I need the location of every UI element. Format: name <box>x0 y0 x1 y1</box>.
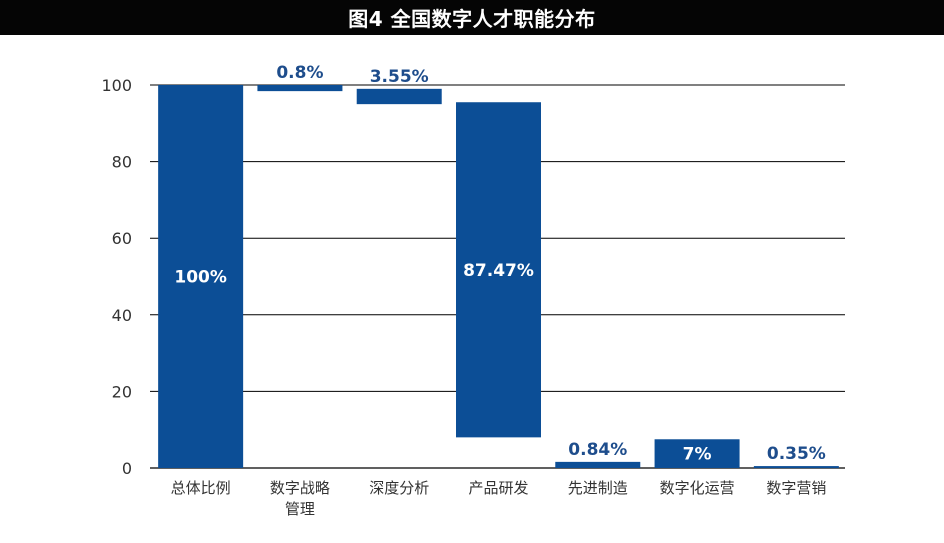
bar <box>158 85 244 468</box>
chart-title: 图4 全国数字人才职能分布 <box>0 0 944 35</box>
x-tick-label: 管理 <box>285 500 315 518</box>
bar <box>753 466 839 469</box>
y-tick-label: 40 <box>112 306 132 325</box>
bar <box>654 439 740 468</box>
y-tick-label: 20 <box>112 382 132 401</box>
y-tick-label: 0 <box>122 459 132 478</box>
waterfall-chart: 0 20 40 60 80 100 100% 0.8% 3.55% 87.47% 0.84% 7% 0.… <box>101 63 845 518</box>
y-tick-label: 100 <box>101 76 132 95</box>
data-label: 87.47% <box>463 261 534 281</box>
x-tick-label: 先进制造 <box>568 479 628 497</box>
bar <box>356 88 442 105</box>
y-tick-label: 80 <box>112 153 132 172</box>
x-tick-label: 总体比例 <box>171 479 231 497</box>
x-tick-label: 数字营销 <box>766 479 826 497</box>
x-tick-label: 产品研发 <box>468 479 528 497</box>
y-tick-label: 60 <box>112 229 132 248</box>
data-label: 3.55% <box>370 67 429 87</box>
bar <box>456 102 541 438</box>
x-tick-label: 数字战略 <box>270 479 330 497</box>
data-label: 100% <box>174 268 227 288</box>
data-label: 0.35% <box>767 444 826 464</box>
data-label: 0.84% <box>568 440 627 460</box>
x-tick-label: 深度分析 <box>369 479 429 497</box>
chart-area: 0 20 40 60 80 100 100% 0.8% 3.55% 87.47% 0.84% 7% 0.… <box>0 35 944 539</box>
x-tick-label: 数字化运营 <box>660 479 735 497</box>
data-label: 7% <box>683 445 712 465</box>
data-label: 0.8% <box>276 63 323 83</box>
bar <box>257 85 343 92</box>
bar <box>555 461 641 468</box>
